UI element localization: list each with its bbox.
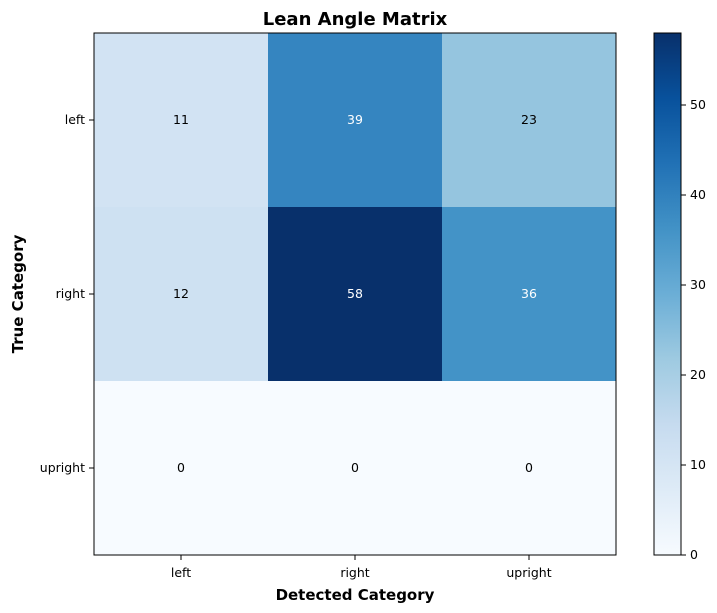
- heatmap-cell: [94, 381, 269, 556]
- heatmap-cell: [268, 381, 443, 556]
- x-axis-label: Detected Category: [276, 586, 435, 604]
- cell-value-label: 0: [351, 460, 359, 475]
- x-tick-label: left: [171, 565, 191, 580]
- cell-value-label: 39: [347, 112, 363, 127]
- colorbar-ticks: 0 10 20 30 40 50: [681, 97, 706, 562]
- heatmap-cell: [268, 207, 443, 382]
- cell-value-label: 12: [173, 286, 189, 301]
- heatmap-cell: [268, 33, 443, 208]
- x-tick-label: upright: [506, 565, 551, 580]
- cell-labels: 11 39 23 12 58 36 0 0 0: [173, 112, 537, 475]
- colorbar-tick-label: 40: [690, 187, 706, 202]
- y-axis-ticks: left right upright: [40, 112, 94, 475]
- colorbar-frame: [653, 32, 682, 556]
- cell-value-label: 11: [173, 112, 189, 127]
- y-tick-label: upright: [40, 460, 85, 475]
- heatmap-cell: [442, 381, 617, 556]
- colorbar-tick-label: 0: [690, 547, 698, 562]
- colorbar-tick-label: 20: [690, 367, 706, 382]
- x-tick-label: right: [340, 565, 369, 580]
- y-axis-label: True Category: [9, 234, 27, 353]
- colorbar-tick-label: 50: [690, 97, 706, 112]
- colorbar-tick-label: 30: [690, 277, 706, 292]
- cell-value-label: 0: [177, 460, 185, 475]
- chart-title: Lean Angle Matrix: [263, 9, 448, 30]
- heatmap-cell: [442, 33, 617, 208]
- heatmap-cell: [94, 33, 269, 208]
- y-tick-label: left: [65, 112, 85, 127]
- heatmap-cells: [94, 33, 617, 556]
- cell-value-label: 36: [521, 286, 537, 301]
- colorbar: [654, 33, 681, 555]
- x-axis-ticks: left right upright: [171, 555, 552, 580]
- heatmap-cell: [94, 207, 269, 382]
- heatmap-cell: [442, 207, 617, 382]
- cell-value-label: 0: [525, 460, 533, 475]
- y-tick-label: right: [56, 286, 85, 301]
- cell-value-label: 58: [347, 286, 363, 301]
- cell-value-label: 23: [521, 112, 537, 127]
- colorbar-tick-label: 10: [690, 457, 706, 472]
